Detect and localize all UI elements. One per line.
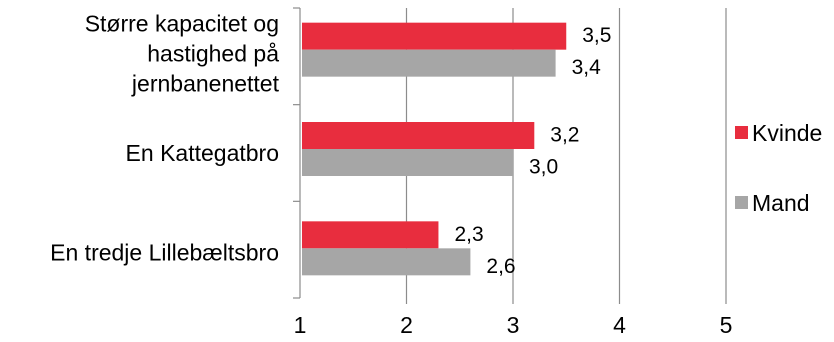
x-tick-label: 4 xyxy=(613,312,626,337)
category-label-line: Større kapacitet og xyxy=(85,11,279,37)
legend-label-mand: Mand xyxy=(752,190,810,216)
axes: 1 2 3 4 5 Større kapacitet og hastighed på jern… xyxy=(50,7,733,338)
x-tick-label: 1 xyxy=(294,312,307,337)
x-tick-label: 5 xyxy=(720,312,733,337)
bar-mand xyxy=(302,248,471,276)
category-label: En tredje Lillebæltsbro xyxy=(50,239,279,265)
bar-mand xyxy=(302,149,513,176)
category-label-line: En Kattegatbro xyxy=(126,140,279,166)
data-label: 3,0 xyxy=(529,156,558,179)
category-label-line: jernbanenettet xyxy=(131,71,280,97)
legend-label-kvinde: Kvinde xyxy=(752,120,822,146)
category-label: Større kapacitet og hastighed på jernbanen… xyxy=(85,11,280,97)
legend: Kvinde Mand xyxy=(735,120,822,216)
data-label: 3,4 xyxy=(572,56,602,79)
bars xyxy=(302,22,567,276)
x-tick-label: 2 xyxy=(400,312,413,337)
x-tick-label: 3 xyxy=(507,312,520,337)
data-label: 3,5 xyxy=(582,24,611,47)
data-label: 2,6 xyxy=(486,255,515,278)
legend-swatch-mand xyxy=(735,196,748,209)
bar-kvinde xyxy=(302,122,535,149)
bar-mand xyxy=(302,49,556,77)
legend-swatch-kvinde xyxy=(735,126,748,139)
bar-kvinde xyxy=(302,221,439,249)
data-label: 2,3 xyxy=(454,223,483,246)
category-label-line: En tredje Lillebæltsbro xyxy=(50,239,279,265)
data-label: 3,2 xyxy=(550,124,579,147)
data-labels: 3,5 3,4 3,2 3,0 2,32,6 xyxy=(454,24,611,278)
category-label: En Kattegatbro xyxy=(126,140,279,166)
category-label-line: hastighed på xyxy=(147,41,279,67)
bar-kvinde xyxy=(302,22,567,50)
